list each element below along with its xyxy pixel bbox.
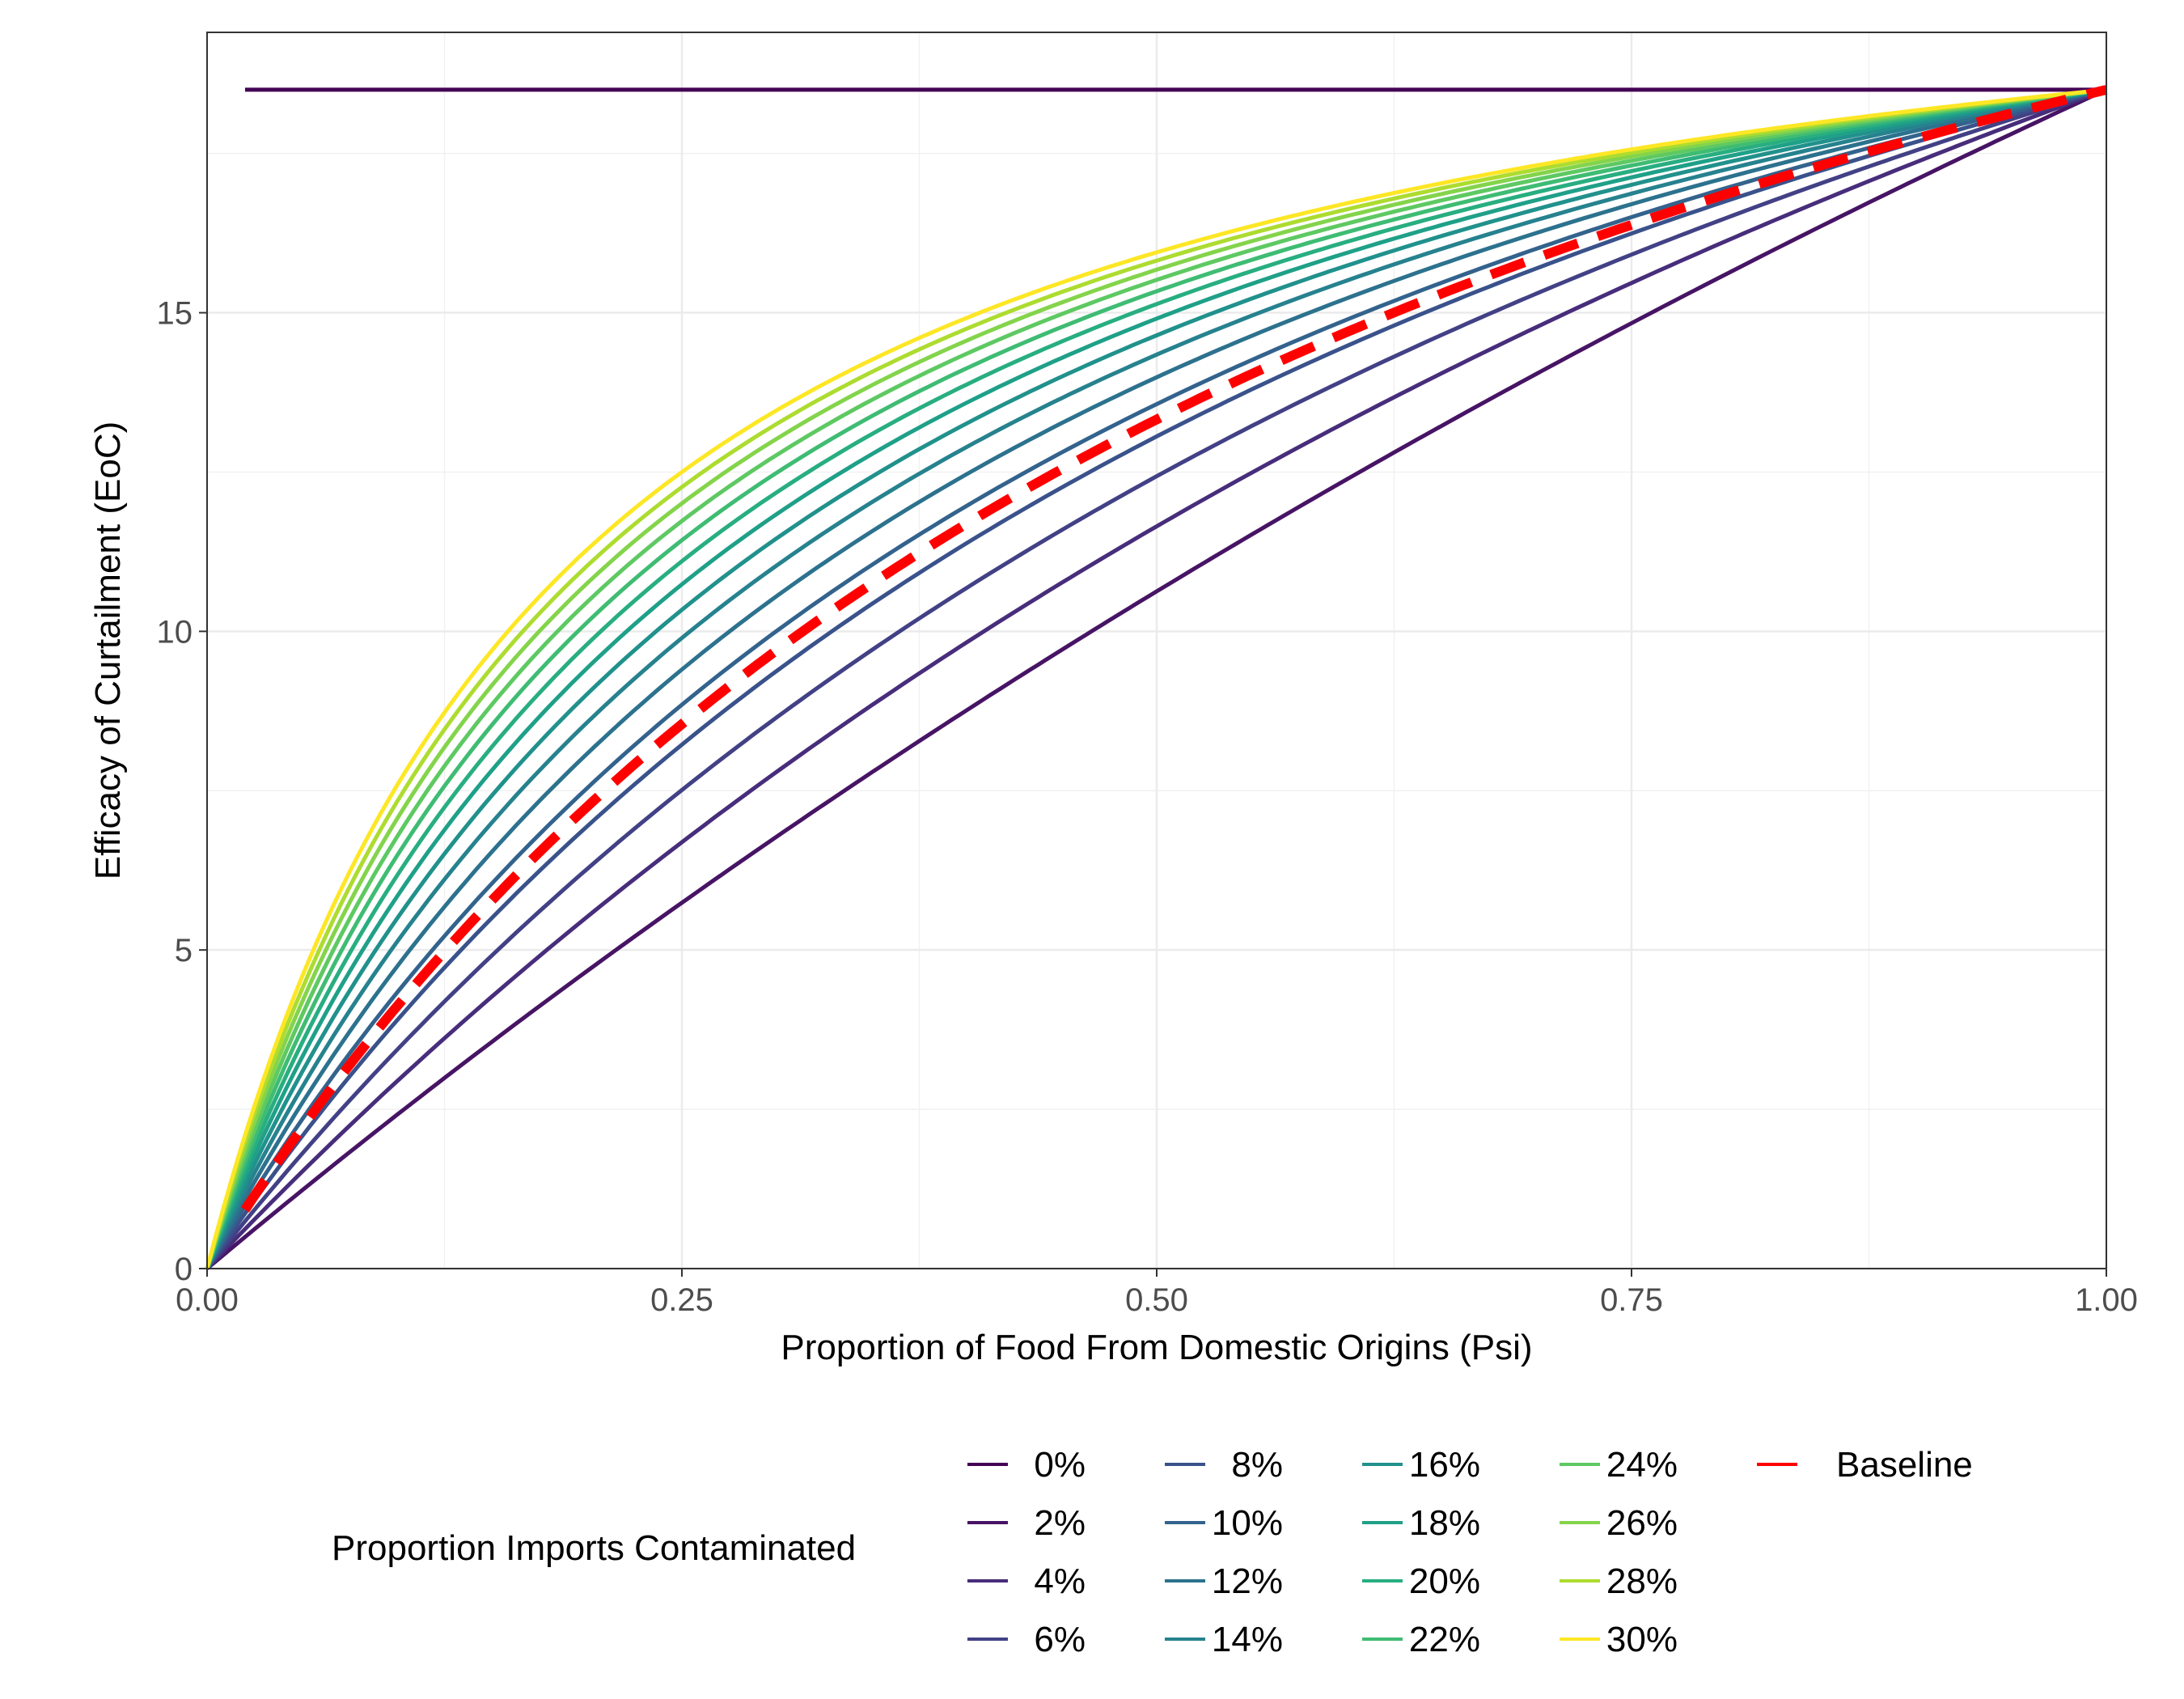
series-line-28% — [205, 87, 2107, 1269]
legend-label: 26% — [1606, 1503, 1678, 1543]
legend-label: 12% — [1212, 1561, 1283, 1601]
legend-label: 10% — [1212, 1503, 1283, 1543]
legend-label: 30% — [1606, 1620, 1678, 1659]
legend-label: 14% — [1212, 1620, 1283, 1659]
y-tick-label: 10 — [157, 614, 193, 650]
legend-label: 24% — [1606, 1445, 1678, 1485]
series-line-14% — [205, 87, 2107, 1270]
series-line-4% — [205, 87, 2107, 1270]
y-axis-label: Efficacy of Curtailment (EoC) — [88, 422, 128, 879]
legend-title: Proportion Imports Contaminated — [332, 1528, 856, 1568]
series-line-30% — [205, 87, 2107, 1269]
legend-label: 6% — [1034, 1620, 1086, 1659]
series-line-12% — [205, 87, 2107, 1270]
series-line-24% — [205, 87, 2107, 1269]
legend-label: 22% — [1409, 1620, 1480, 1659]
series-line-26% — [205, 87, 2107, 1269]
series-lines — [205, 85, 2108, 1270]
y-tick-label: 5 — [175, 933, 193, 968]
series-line-16% — [205, 87, 2107, 1269]
x-tick-label: 1.00 — [2075, 1282, 2138, 1318]
legend: 0% 2% 4% 6% 8% 10% 12% 14% 16% 18% 20% 22% 24% 26% 28%… — [967, 1445, 1973, 1659]
legend-label: 16% — [1409, 1445, 1480, 1485]
legend-label-baseline: Baseline — [1836, 1445, 1973, 1485]
x-tick-label: 0.75 — [1600, 1282, 1663, 1318]
x-tick-label: 0.50 — [1125, 1282, 1188, 1318]
legend-label: 28% — [1606, 1561, 1678, 1601]
legend-label: 4% — [1034, 1561, 1086, 1601]
legend-label: 18% — [1409, 1503, 1480, 1543]
series-line-6% — [205, 87, 2107, 1270]
series-line-20% — [205, 87, 2107, 1269]
legend-label: 0% — [1034, 1445, 1086, 1485]
baseline-line — [240, 85, 2108, 1213]
legend-label: 2% — [1034, 1503, 1086, 1543]
series-line-22% — [205, 87, 2107, 1269]
y-tick-label: 15 — [157, 296, 193, 332]
x-tick-label: 0.00 — [176, 1282, 239, 1318]
series-line-8% — [205, 87, 2107, 1270]
series-line-18% — [205, 87, 2107, 1269]
x-tick-label: 0.25 — [650, 1282, 713, 1318]
legend-label: 8% — [1231, 1445, 1283, 1485]
axes: 0.00 0.25 0.50 0.75 1.00 0 5 10 15 — [157, 296, 2138, 1318]
series-line-2% — [205, 87, 2108, 1270]
x-axis-label: Proportion of Food From Domestic Origins… — [781, 1328, 1532, 1367]
legend-label: 20% — [1409, 1561, 1480, 1601]
y-tick-label: 0 — [175, 1252, 193, 1287]
